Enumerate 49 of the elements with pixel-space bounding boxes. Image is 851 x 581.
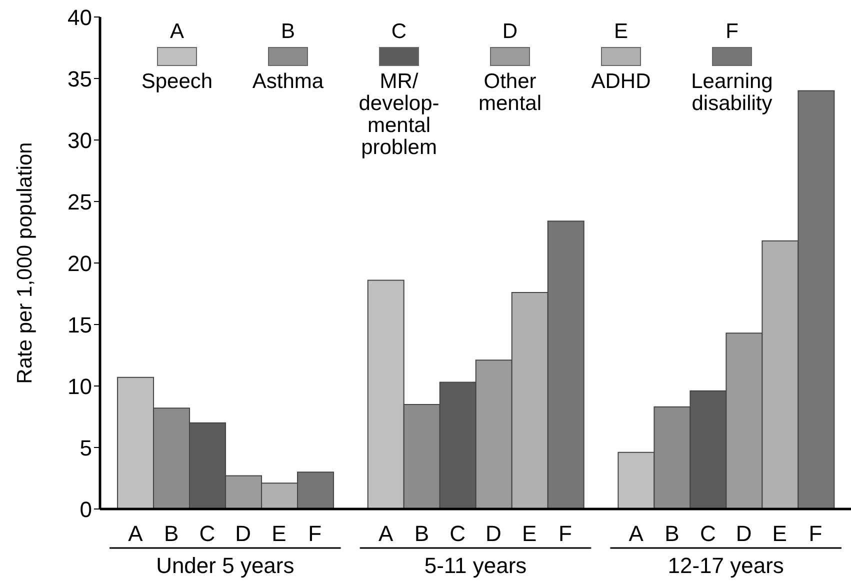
x-tick-label: 5-11 years <box>424 553 527 578</box>
y-tick-label: 25 <box>68 189 92 214</box>
legend-label: ADHD <box>590 70 652 93</box>
text: B <box>414 521 430 546</box>
annotation: F <box>724 20 740 43</box>
legend-entry: D Other mental <box>477 21 543 115</box>
y-tick-label: 40 <box>68 4 92 30</box>
text: E <box>772 521 787 546</box>
annotation: C <box>390 20 408 43</box>
text: A <box>378 521 394 546</box>
text: D <box>736 521 752 546</box>
y-axis-title: Rate per 1,000 population <box>13 142 36 384</box>
y-tick-label: 15 <box>68 312 92 338</box>
legend-label: MR/ develop- mental problem <box>358 70 440 159</box>
legend-entry: E ADHD <box>590 21 652 93</box>
text: D <box>235 521 252 546</box>
y-tick-label: 0 <box>80 496 92 522</box>
annotation: E <box>612 20 629 43</box>
y-tick-label: 20 <box>68 250 92 276</box>
annotation: A <box>168 20 185 43</box>
text: A <box>128 521 143 546</box>
text: B <box>164 521 179 546</box>
text: C <box>450 521 466 546</box>
text: E <box>272 521 286 546</box>
y-tick-label: 35 <box>68 66 92 92</box>
legend-label: Speech <box>140 70 214 93</box>
annotation: B <box>280 20 296 43</box>
text: C <box>700 521 716 546</box>
legend-label: Asthma <box>251 70 325 93</box>
text: E <box>522 521 537 546</box>
text: A <box>628 521 644 546</box>
x-tick-label: 12-17 years <box>668 553 784 578</box>
legend-label: Learning disability <box>690 70 774 115</box>
legend-entry: C MR/ develop- mental problem <box>358 21 440 159</box>
y-tick-label: 10 <box>68 374 92 399</box>
legend-entry: F Learning disability <box>690 21 774 115</box>
text: D <box>485 521 502 546</box>
annotation: D <box>501 20 519 43</box>
y-tick-label: 5 <box>80 435 92 460</box>
legend-label: Other mental <box>477 70 543 115</box>
legend-entry: A Speech <box>140 21 214 93</box>
text: F <box>308 521 322 546</box>
text: F <box>558 521 572 546</box>
x-tick-label: Under 5 years <box>156 553 294 578</box>
legend-entry: B Asthma <box>251 21 325 93</box>
y-tick-label: 30 <box>68 128 92 153</box>
text: C <box>199 521 216 546</box>
text: F <box>808 521 822 546</box>
text: B <box>664 521 680 546</box>
